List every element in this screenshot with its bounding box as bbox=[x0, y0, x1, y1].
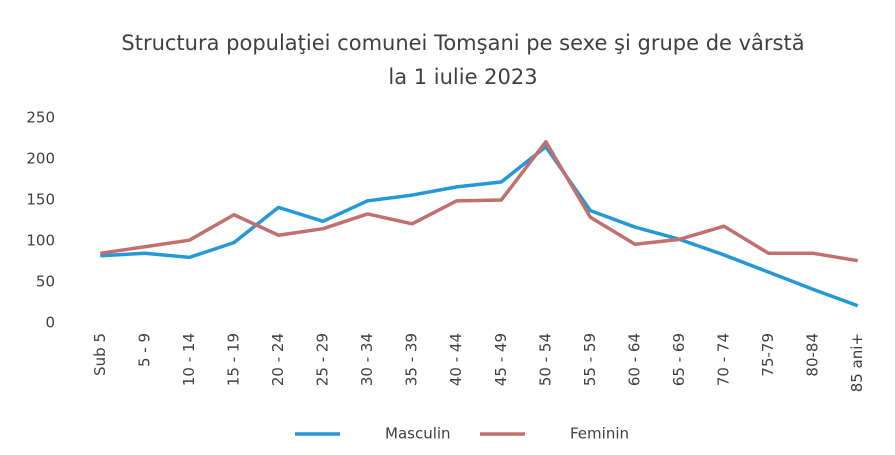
x-tick-label: 50 - 54 bbox=[536, 333, 554, 386]
x-tick-label: 10 - 14 bbox=[180, 333, 198, 386]
x-tick-label: 55 - 59 bbox=[581, 333, 599, 386]
x-tick-label: Sub 5 bbox=[91, 333, 109, 376]
x-tick-label: 15 - 19 bbox=[224, 333, 242, 386]
x-tick-label: 20 - 24 bbox=[269, 333, 287, 386]
x-tick-label: 75-79 bbox=[759, 333, 777, 377]
y-tick-label: 200 bbox=[26, 150, 55, 168]
x-tick-label: 80-84 bbox=[804, 333, 822, 377]
series-line bbox=[100, 144, 859, 308]
x-tick-label: 65 - 69 bbox=[670, 333, 688, 386]
y-tick-label: 250 bbox=[26, 109, 55, 127]
y-tick-label: 150 bbox=[26, 191, 55, 209]
legend-label: Masculin bbox=[385, 425, 451, 443]
x-tick-label: 85 ani+ bbox=[848, 333, 866, 392]
y-tick-label: 100 bbox=[26, 232, 55, 250]
chart-title: Structura populaţiei comunei Tomşani pe … bbox=[121, 31, 805, 89]
x-tick-label: 30 - 34 bbox=[358, 333, 376, 386]
x-tick-label: 5 - 9 bbox=[135, 333, 153, 367]
x-tick-label: 45 - 49 bbox=[492, 333, 510, 386]
y-tick-label: 0 bbox=[45, 314, 55, 332]
x-tick-label: 25 - 29 bbox=[314, 333, 332, 386]
y-tick-label: 50 bbox=[36, 273, 55, 291]
x-tick-label: 60 - 64 bbox=[625, 333, 643, 386]
x-tick-label: 40 - 44 bbox=[447, 333, 465, 386]
legend-label: Feminin bbox=[570, 425, 629, 443]
x-tick-label: 70 - 74 bbox=[715, 333, 733, 386]
series-line bbox=[100, 140, 859, 263]
x-tick-label: 35 - 39 bbox=[403, 333, 421, 386]
